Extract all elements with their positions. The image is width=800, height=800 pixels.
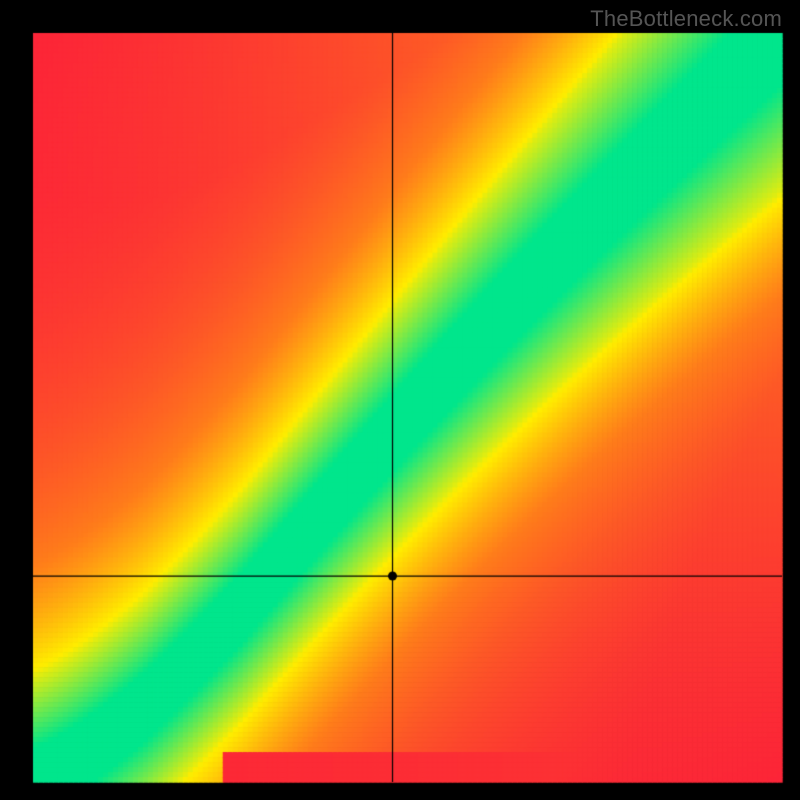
watermark-text: TheBottleneck.com <box>590 6 782 32</box>
chart-container: TheBottleneck.com <box>0 0 800 800</box>
bottleneck-heatmap <box>0 0 800 800</box>
